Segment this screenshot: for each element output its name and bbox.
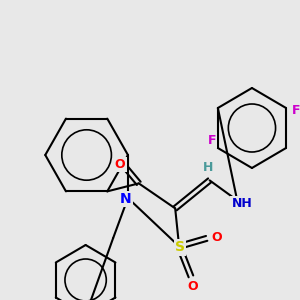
Text: O: O: [211, 231, 222, 244]
Text: F: F: [208, 134, 216, 146]
Text: H: H: [202, 161, 213, 174]
Text: N: N: [120, 192, 132, 206]
Text: F: F: [292, 104, 300, 118]
Text: O: O: [115, 158, 125, 171]
Text: NH: NH: [232, 197, 253, 210]
Text: O: O: [188, 280, 198, 293]
Text: S: S: [175, 240, 185, 254]
